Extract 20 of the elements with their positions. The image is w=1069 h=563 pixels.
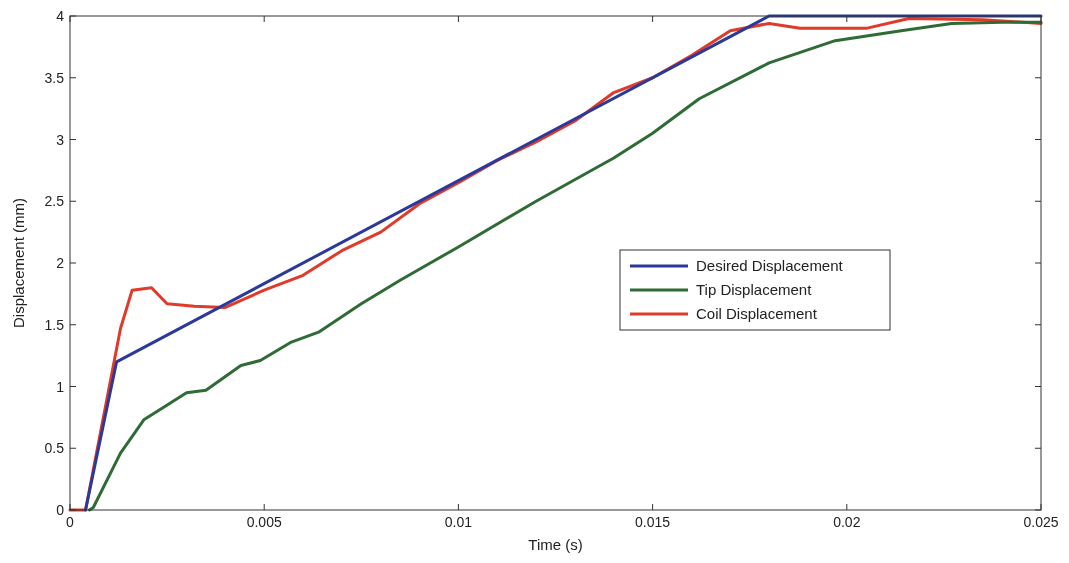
y-tick-label: 0 bbox=[56, 502, 65, 518]
x-tick-label: 0.015 bbox=[635, 514, 671, 530]
x-axis-title: Time (s) bbox=[528, 536, 583, 553]
legend-label: Coil Displacement bbox=[696, 305, 818, 322]
x-tick-label: 0.005 bbox=[246, 514, 282, 530]
y-tick-label: 3 bbox=[56, 131, 65, 148]
x-tick-label: 0 bbox=[66, 514, 75, 530]
x-tick-label: 0.02 bbox=[833, 514, 861, 530]
y-axis-title: Displacement (mm) bbox=[10, 197, 27, 329]
x-tick-label: 0.01 bbox=[444, 514, 473, 530]
y-tick-label: 1 bbox=[56, 378, 65, 395]
y-tick-label: 2.5 bbox=[44, 193, 65, 210]
y-tick-label: 0.5 bbox=[44, 440, 65, 457]
y-tick-label: 4 bbox=[56, 8, 65, 24]
x-tick-label: 0.025 bbox=[1023, 514, 1059, 530]
legend-label: Tip Displacement bbox=[696, 281, 813, 298]
y-tick-label: 2 bbox=[56, 255, 65, 271]
legend-label: Desired Displacement bbox=[696, 257, 844, 274]
y-tick-label: 1.5 bbox=[44, 316, 65, 333]
y-tick-label: 3.5 bbox=[44, 69, 65, 86]
